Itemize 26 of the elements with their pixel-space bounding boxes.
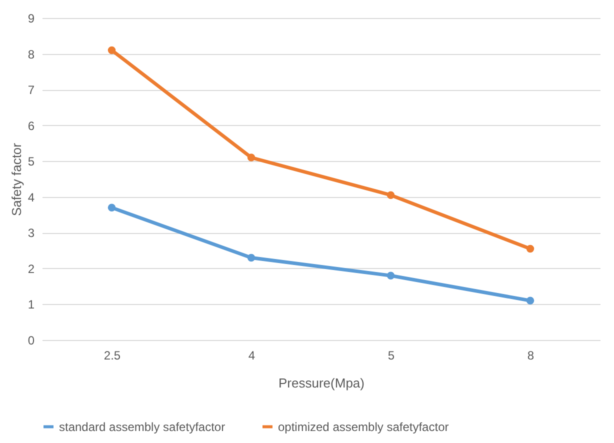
- y-tick-label: 8: [28, 47, 35, 62]
- point: [247, 254, 256, 262]
- y-tick-label: 0: [28, 334, 35, 348]
- x-tick-label: 5: [388, 348, 395, 362]
- point: [526, 296, 534, 305]
- legend-label: standard assembly safetyfactor: [59, 420, 226, 434]
- point: [386, 191, 395, 199]
- x-tick-label: 4: [248, 348, 256, 362]
- y-tick-label: 6: [28, 118, 35, 133]
- y-axis-title: Safety factor: [8, 142, 24, 216]
- y-tick-label: 2: [28, 262, 35, 276]
- x-tick-label: 8: [527, 348, 534, 362]
- point: [108, 46, 116, 54]
- y-tick-label: 7: [28, 83, 35, 98]
- point: [247, 154, 256, 162]
- legend-label: optimized assembly safetyfactor: [278, 420, 449, 434]
- y-tick-label: 4: [28, 190, 35, 204]
- y-tick-label: 1: [28, 298, 35, 312]
- x-tick-label: 2.5: [104, 348, 121, 362]
- point: [386, 272, 395, 280]
- point: [526, 244, 534, 253]
- y-tick-label: 9: [28, 12, 35, 26]
- point: [108, 204, 116, 212]
- y-tick-label: 3: [28, 226, 35, 240]
- y-tick-label: 5: [28, 154, 35, 169]
- x-axis-title: Pressure(Mpa): [278, 376, 364, 390]
